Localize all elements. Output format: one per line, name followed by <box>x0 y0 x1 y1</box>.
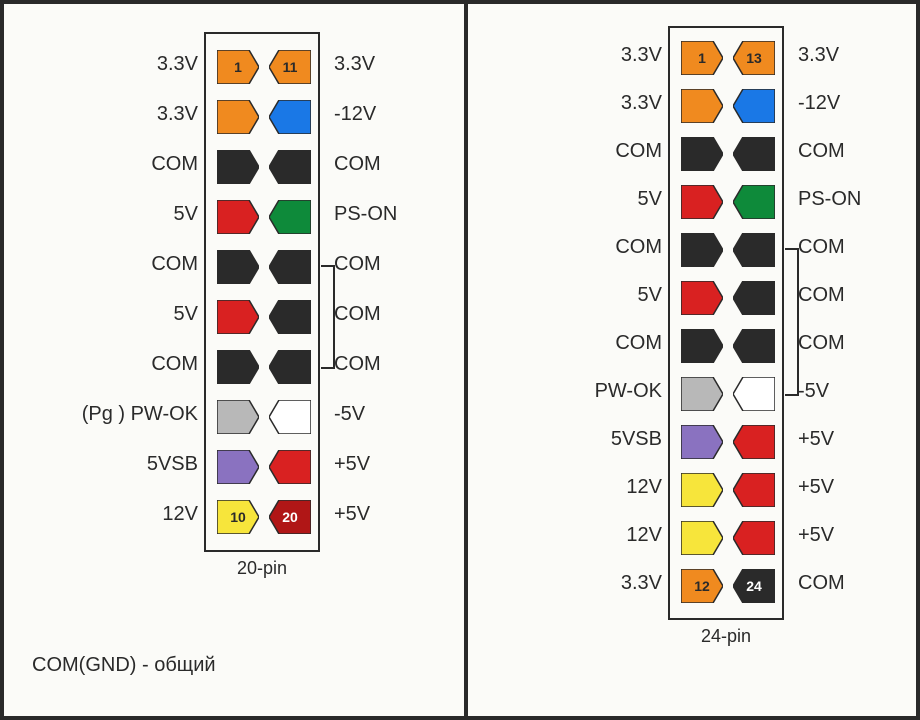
pin-left: 1 <box>681 41 723 75</box>
pin-label-right: -12V <box>326 103 474 127</box>
pin-left <box>681 89 723 123</box>
pin-label-right: +5V <box>790 428 920 452</box>
pin-label-right: COM <box>326 303 474 327</box>
pin-left <box>681 521 723 555</box>
pin-left: 1 <box>217 50 259 84</box>
pin-left <box>217 300 259 334</box>
pin-label-right: COM <box>326 253 474 277</box>
pin-label-left: 12V <box>522 524 670 548</box>
pin-left <box>217 450 259 484</box>
connector-frame: 1 13 12 24 <box>668 26 784 620</box>
pin-label-left: COM <box>522 140 670 164</box>
pin-label-right: 3.3V <box>790 44 920 68</box>
pin-left <box>217 100 259 134</box>
pin-label-right: +5V <box>790 524 920 548</box>
pin-left <box>681 425 723 459</box>
footnote: COM(GND) - общий <box>32 654 216 677</box>
pin-label-right: -12V <box>790 92 920 116</box>
pin-label-right: COM <box>790 140 920 164</box>
pin-left <box>681 329 723 363</box>
pin-label-left: 5V <box>522 188 670 212</box>
pin-right: 20 <box>269 500 311 534</box>
pin-left <box>681 281 723 315</box>
pin-right <box>733 377 775 411</box>
pin-left: 10 <box>217 500 259 534</box>
pin-right <box>269 250 311 284</box>
pin-label-right: +5V <box>326 503 474 527</box>
pin-right <box>269 100 311 134</box>
panel-20pin: 11110203.3V3.3V3.3V-12VCOMCOM5VPS-ONCOMC… <box>2 2 466 718</box>
pin-left <box>217 350 259 384</box>
pin-right <box>733 473 775 507</box>
pin-label-left: 5V <box>58 203 206 227</box>
pin-right <box>269 150 311 184</box>
pin-label-left: 3.3V <box>58 103 206 127</box>
pin-right <box>269 450 311 484</box>
pin-left <box>217 400 259 434</box>
com-bracket <box>321 265 335 369</box>
pin-right: 24 <box>733 569 775 603</box>
pin-left <box>681 377 723 411</box>
pin-label-right: -5V <box>790 380 920 404</box>
pin-label-left: COM <box>58 253 206 277</box>
pin-right <box>733 329 775 363</box>
connector-title: 24-pin <box>668 626 784 647</box>
pin-label-right: PS-ON <box>790 188 920 212</box>
diagram-canvas: 11110203.3V3.3V3.3V-12VCOMCOM5VPS-ONCOMC… <box>0 0 920 720</box>
pin-label-right: COM <box>326 153 474 177</box>
pin-label-left: 3.3V <box>58 53 206 77</box>
pin-right <box>269 200 311 234</box>
pin-label-right: PS-ON <box>326 203 474 227</box>
pin-right <box>733 233 775 267</box>
pin-label-left: 5VSB <box>58 453 206 477</box>
pin-right <box>733 89 775 123</box>
pin-right <box>733 425 775 459</box>
pin-label-left: 5VSB <box>522 428 670 452</box>
pin-label-right: 3.3V <box>326 53 474 77</box>
pin-left <box>681 137 723 171</box>
pin-left <box>681 233 723 267</box>
panel-24pin: 1 13 12 24 3.3V 3.3V 3.3V -12V COM COM 5V PS-ON COM C… <box>466 2 918 718</box>
pin-label-left: 3.3V <box>522 572 670 596</box>
pin-label-left: 12V <box>522 476 670 500</box>
com-bracket <box>785 248 799 396</box>
pin-left <box>681 473 723 507</box>
pin-label-right: +5V <box>326 453 474 477</box>
pin-label-left: PW-OK <box>522 380 670 404</box>
pin-right: 11 <box>269 50 311 84</box>
pin-label-left: (Pg ) PW-OK <box>58 403 206 427</box>
pin-label-left: COM <box>58 153 206 177</box>
pin-left <box>217 150 259 184</box>
pin-label-right: +5V <box>790 476 920 500</box>
pin-label-left: COM <box>522 236 670 260</box>
pin-right <box>733 521 775 555</box>
pin-label-left: 3.3V <box>522 44 670 68</box>
pin-right <box>269 400 311 434</box>
pin-label-right: COM <box>790 332 920 356</box>
pin-label-left: COM <box>58 353 206 377</box>
pin-label-right: COM <box>790 236 920 260</box>
pin-right <box>269 350 311 384</box>
pin-right <box>733 281 775 315</box>
pin-right <box>733 185 775 219</box>
pin-label-right: -5V <box>326 403 474 427</box>
pin-right: 13 <box>733 41 775 75</box>
pin-right <box>733 137 775 171</box>
pin-right <box>269 300 311 334</box>
pin-left <box>217 250 259 284</box>
pin-label-left: 5V <box>522 284 670 308</box>
pin-label-left: 12V <box>58 503 206 527</box>
pin-label-right: COM <box>790 284 920 308</box>
pin-label-right: COM <box>326 353 474 377</box>
connector-frame: 1111020 <box>204 32 320 552</box>
pin-label-left: COM <box>522 332 670 356</box>
pin-left: 12 <box>681 569 723 603</box>
pin-left <box>217 200 259 234</box>
pin-label-right: COM <box>790 572 920 596</box>
pin-left <box>681 185 723 219</box>
connector-title: 20-pin <box>204 558 320 579</box>
pin-label-left: 3.3V <box>522 92 670 116</box>
pin-label-left: 5V <box>58 303 206 327</box>
